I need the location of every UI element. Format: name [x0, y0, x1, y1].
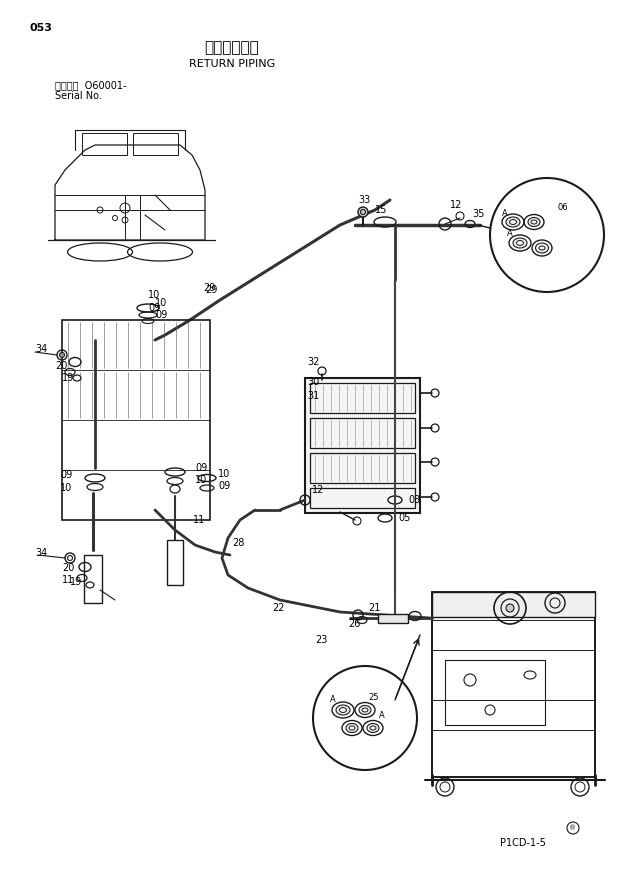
Circle shape [506, 604, 514, 612]
Bar [445, 660, 545, 725]
Bar [62, 320, 210, 520]
Text: P1CD-1-5: P1CD-1-5 [500, 838, 546, 848]
Bar [82, 133, 127, 155]
Ellipse shape [359, 705, 371, 714]
Bar [432, 592, 595, 777]
Bar [310, 453, 415, 483]
Text: 11: 11 [62, 575, 74, 585]
Text: 21: 21 [368, 603, 381, 613]
Text: 09: 09 [60, 470, 73, 480]
Text: 20: 20 [62, 563, 74, 573]
Text: 12: 12 [450, 200, 463, 210]
Text: 30: 30 [307, 377, 319, 387]
Text: 34: 34 [35, 344, 47, 354]
Bar [84, 555, 102, 603]
Text: 09: 09 [195, 463, 207, 473]
Text: 29: 29 [205, 285, 218, 295]
Text: 22: 22 [272, 603, 285, 613]
Ellipse shape [336, 705, 350, 715]
Bar [310, 488, 415, 508]
Bar [305, 378, 420, 513]
Text: 15: 15 [375, 205, 388, 215]
Bar [310, 383, 415, 413]
Text: 35: 35 [472, 209, 484, 219]
Text: 29: 29 [203, 283, 215, 293]
Text: 33: 33 [358, 195, 370, 205]
Bar [432, 592, 595, 617]
Text: 19: 19 [62, 373, 74, 383]
Text: 32: 32 [307, 357, 319, 367]
Text: 31: 31 [307, 391, 319, 401]
Text: 06: 06 [557, 203, 568, 212]
Text: 19: 19 [70, 577, 82, 587]
Text: 12: 12 [312, 485, 324, 495]
Text: 09: 09 [148, 303, 160, 313]
Text: 10: 10 [60, 483, 73, 493]
Ellipse shape [536, 243, 549, 253]
Ellipse shape [513, 238, 527, 248]
Bar [133, 133, 178, 155]
Text: 10: 10 [218, 469, 230, 479]
Text: A: A [330, 696, 336, 705]
Text: A: A [507, 230, 513, 238]
Text: A: A [502, 210, 508, 218]
Ellipse shape [346, 724, 358, 732]
Text: 10: 10 [148, 290, 160, 300]
Text: 20: 20 [55, 361, 68, 371]
Text: 053: 053 [30, 23, 53, 33]
Text: Serial No.: Serial No. [55, 91, 102, 101]
Text: 23: 23 [315, 635, 327, 645]
Circle shape [358, 207, 368, 217]
Text: 10: 10 [195, 475, 207, 485]
Circle shape [60, 353, 64, 358]
Text: A: A [379, 711, 385, 719]
Text: 11: 11 [193, 515, 205, 525]
Text: 09: 09 [218, 481, 230, 491]
Ellipse shape [528, 217, 540, 226]
Ellipse shape [506, 217, 520, 227]
Ellipse shape [367, 724, 379, 732]
Text: 28: 28 [232, 538, 244, 548]
Text: 34: 34 [35, 548, 47, 558]
Text: 適用号機  O60001-: 適用号機 O60001- [55, 80, 126, 90]
Text: RETURN PIPING: RETURN PIPING [189, 59, 275, 69]
Text: 03: 03 [408, 495, 420, 505]
Text: 26: 26 [348, 619, 360, 629]
Text: リターン配管: リターン配管 [205, 40, 259, 56]
Text: 05: 05 [398, 513, 410, 523]
Text: 09: 09 [155, 310, 167, 320]
Bar [167, 540, 183, 585]
Text: 10: 10 [155, 298, 167, 308]
Text: 25: 25 [368, 693, 378, 703]
Bar [378, 614, 408, 623]
Text: ®: ® [569, 825, 577, 831]
Bar [310, 418, 415, 448]
